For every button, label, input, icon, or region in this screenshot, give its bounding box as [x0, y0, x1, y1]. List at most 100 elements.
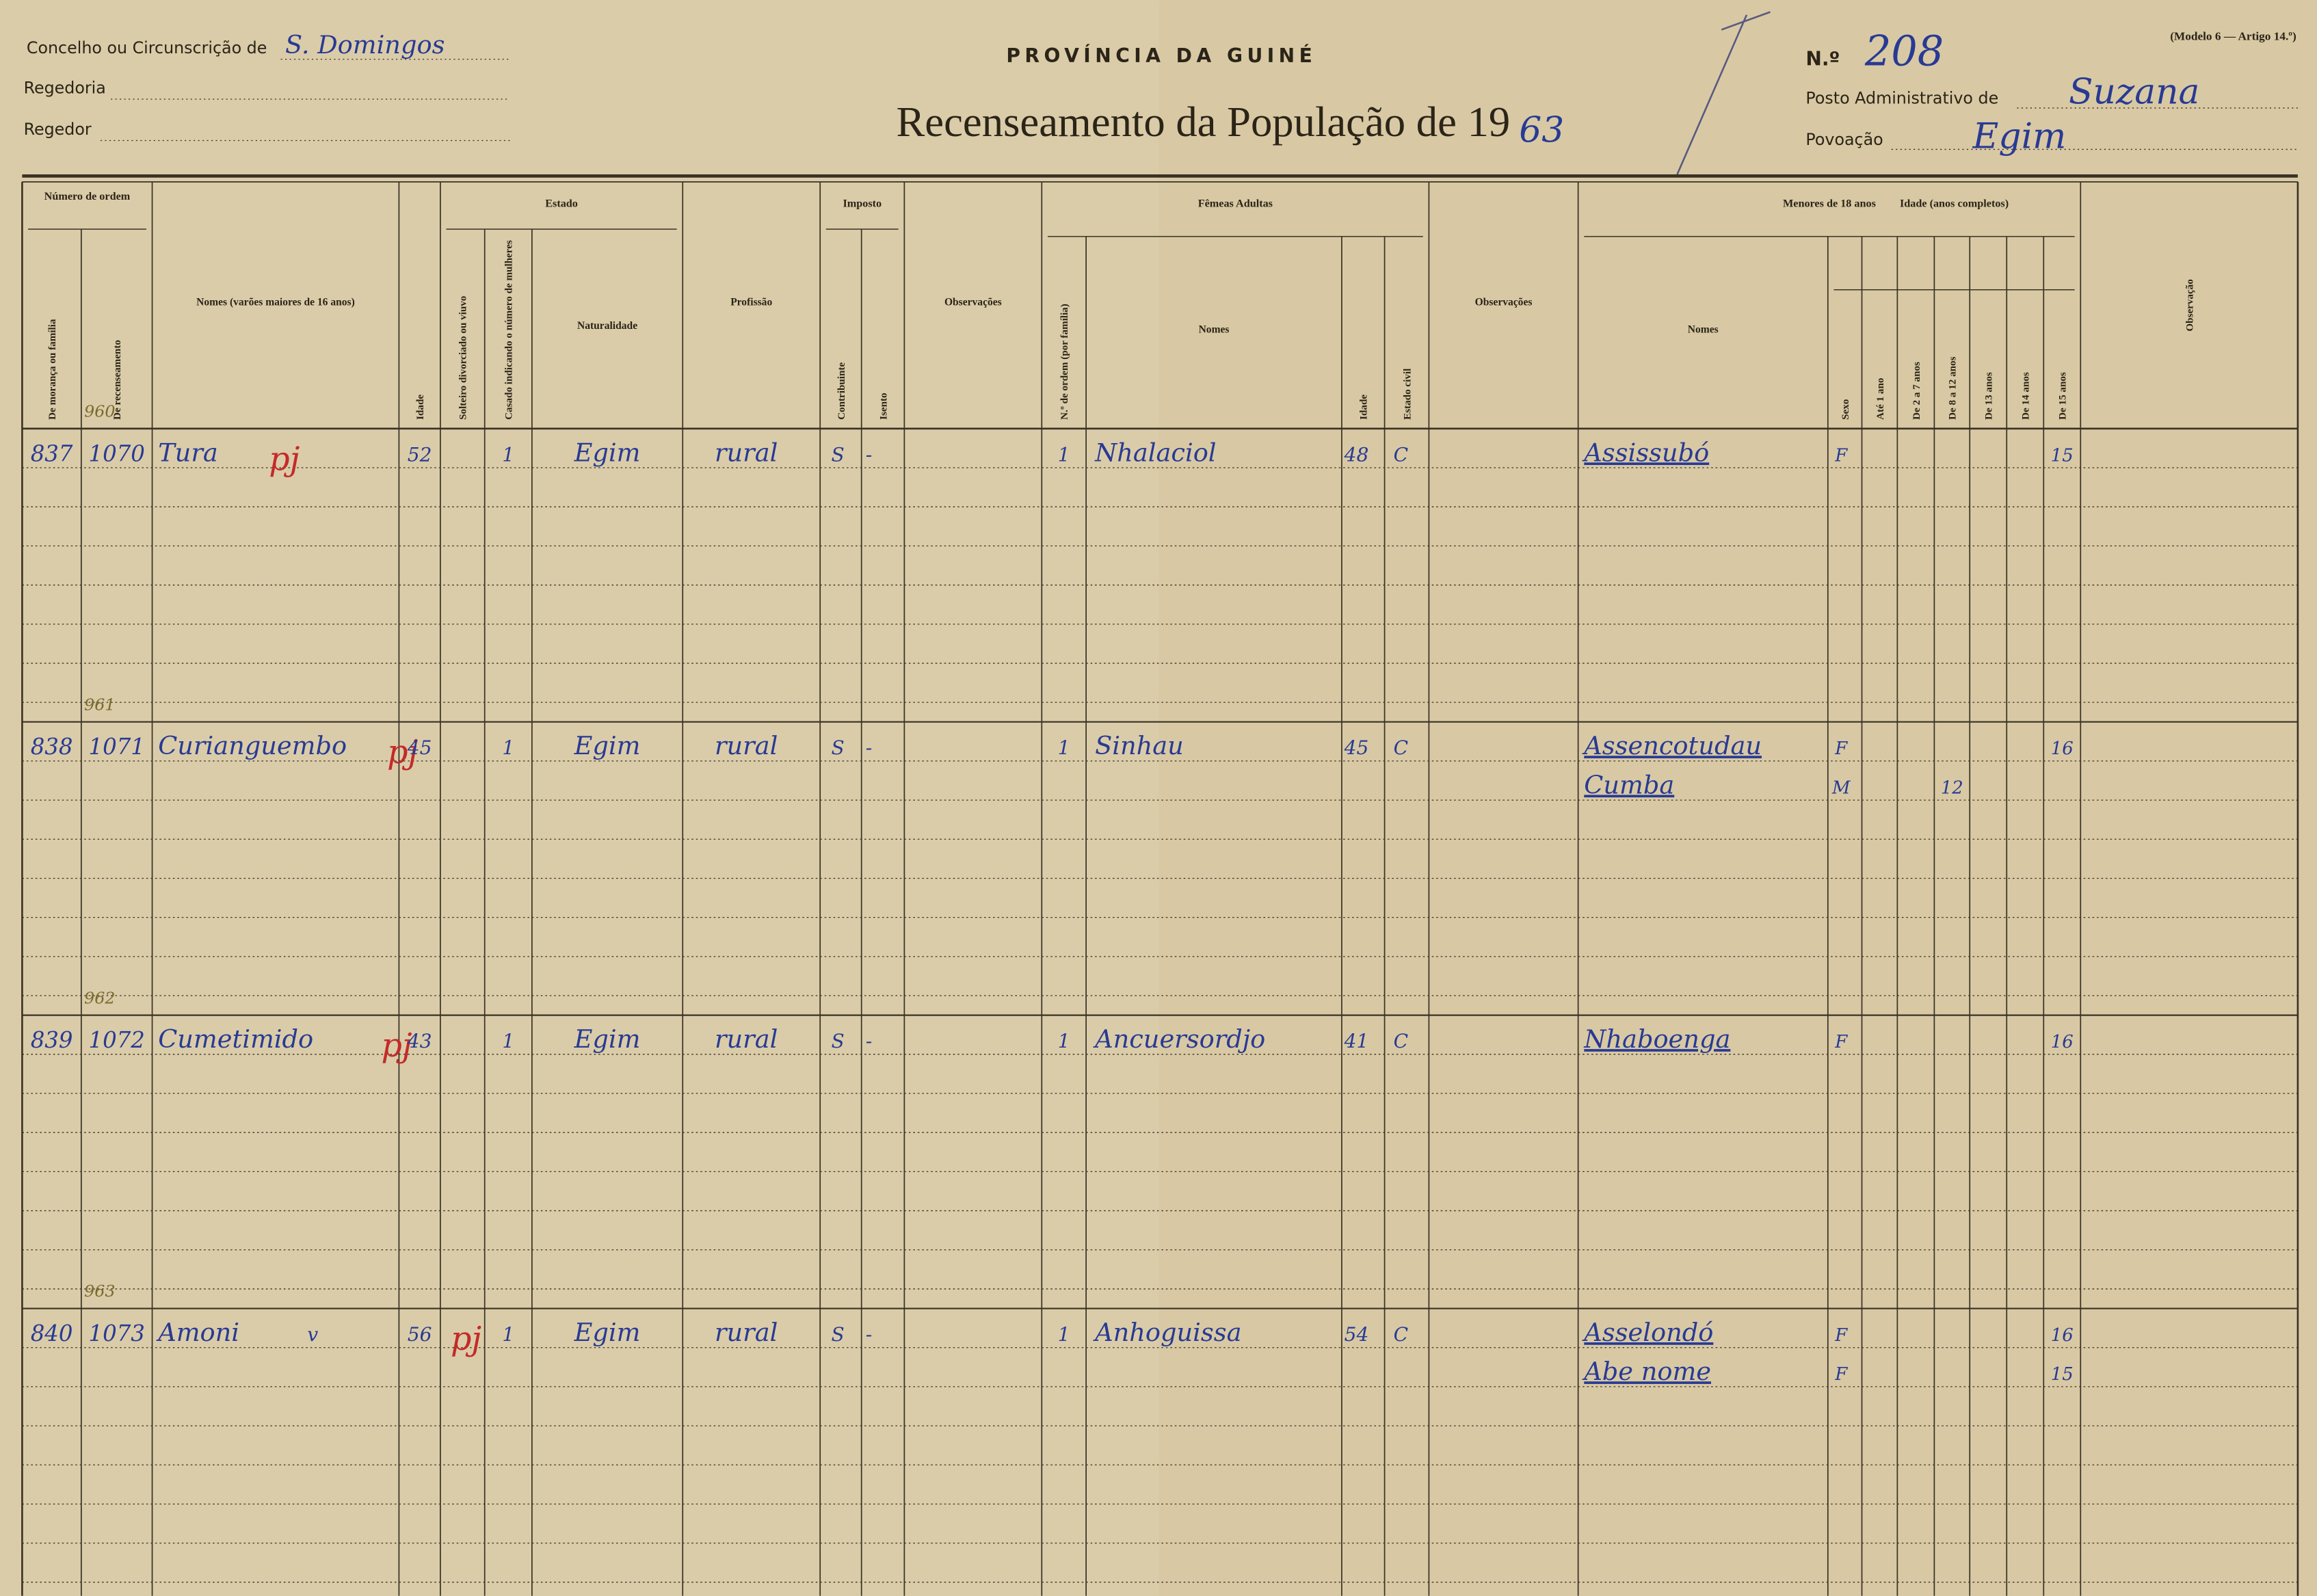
- female-order: 1: [1058, 736, 1070, 759]
- male-age: 52: [408, 443, 432, 466]
- female-name: Anhoguissa: [1093, 1318, 1241, 1347]
- male-age: 43: [407, 1030, 432, 1052]
- male-name: Curianguembo: [158, 731, 347, 760]
- column-header: Naturalidade: [577, 320, 637, 332]
- group-header: Estado: [545, 198, 578, 210]
- paper-left: [0, 0, 1158, 1596]
- female-name: Nhalaciol: [1094, 438, 1216, 467]
- minor-sex: F: [1834, 1032, 1848, 1052]
- exempt: -: [866, 1030, 872, 1052]
- column-header: Nomes: [1199, 323, 1230, 335]
- minor-sex: F: [1834, 445, 1848, 466]
- group-header: Número de ordem: [44, 190, 131, 202]
- posto: Suzana: [2069, 71, 2199, 112]
- female-name: Ancuersordjo: [1093, 1024, 1265, 1054]
- regedor-label: Regedor: [24, 120, 92, 139]
- taxpayer: S: [831, 736, 844, 759]
- profession: rural: [715, 1318, 778, 1347]
- minor-name: Assencotudau: [1582, 731, 1762, 760]
- column-header: Contribuinte: [836, 362, 847, 420]
- civil-status: C: [1394, 1030, 1408, 1052]
- male-name: Amoni: [156, 1318, 239, 1347]
- moranca-number: 839: [31, 1027, 73, 1053]
- check-mark: v: [307, 1323, 318, 1346]
- posto-label: Posto Administrativo de: [1805, 88, 1998, 107]
- minor-name: Cumba: [1584, 770, 1674, 799]
- profession: rural: [715, 438, 778, 467]
- pen-stroke: [1676, 11, 1771, 175]
- minor-name: Assissubó: [1582, 438, 1709, 467]
- minor-name: Nhaboenga: [1583, 1024, 1730, 1054]
- moranca-number: 840: [31, 1320, 73, 1346]
- minor-sex: F: [1834, 1364, 1848, 1385]
- province: PROVÍNCIA DA GUINÉ: [1006, 44, 1316, 67]
- minor-age: 15: [2051, 445, 2074, 466]
- taxpayer: S: [831, 1323, 844, 1346]
- column-header: Sexo: [1840, 399, 1851, 420]
- female-age: 54: [1345, 1323, 1369, 1346]
- taxpayer: S: [831, 1030, 844, 1052]
- column-header: Solteiro divorciado ou viuvo: [458, 296, 469, 420]
- married-count: 1: [502, 443, 514, 466]
- year-suffix: 63: [1519, 110, 1564, 151]
- civil-status: C: [1394, 1323, 1408, 1346]
- married-count: 1: [502, 1030, 514, 1052]
- minor-sex: F: [1834, 739, 1848, 759]
- minor-name: Asselondó: [1582, 1318, 1713, 1347]
- taxpayer: S: [831, 443, 844, 466]
- male-name: Cumetimido: [158, 1024, 313, 1054]
- column-header: Observação: [2185, 279, 2196, 331]
- column-header: Profissão: [730, 296, 772, 308]
- column-header: Estado civil: [1402, 369, 1413, 420]
- povoacao-label: Povoação: [1805, 130, 1883, 149]
- birthplace: Egim: [574, 731, 641, 760]
- female-age: 41: [1344, 1030, 1369, 1052]
- group-header: Fêmeas Adultas: [1198, 198, 1273, 210]
- minor-age: 15: [2051, 1364, 2074, 1385]
- column-header: Observações: [1475, 296, 1533, 308]
- annotation: 962: [84, 988, 115, 1007]
- annotation: 961: [84, 695, 115, 714]
- civil-status: C: [1394, 736, 1408, 759]
- married-count: 1: [502, 736, 514, 759]
- minor-sex: M: [1831, 777, 1851, 798]
- column-header: De morança ou família: [47, 319, 58, 420]
- male-age: 45: [407, 736, 432, 759]
- female-order: 1: [1058, 1030, 1070, 1052]
- profession: rural: [715, 1024, 778, 1054]
- male-age: 56: [408, 1323, 432, 1346]
- census-number: 1073: [88, 1320, 144, 1346]
- exempt: -: [866, 443, 872, 466]
- red-mark: pj: [451, 1320, 481, 1358]
- minor-age: 16: [2051, 1325, 2074, 1346]
- column-header: De recenseamento: [112, 340, 123, 420]
- married-count: 1: [502, 1323, 514, 1346]
- title: Recenseamento da População de 19: [897, 98, 1511, 146]
- model: (Modelo 6 — Artigo 14.º): [2170, 30, 2296, 43]
- birthplace: Egim: [574, 1318, 641, 1347]
- column-header: De 8 a 12 anos: [1948, 356, 1959, 419]
- column-header: De 2 a 7 anos: [1911, 362, 1922, 420]
- female-name: Sinhau: [1095, 731, 1184, 760]
- census-number: 1071: [88, 734, 144, 760]
- column-header: De 14 anos: [2021, 372, 2032, 420]
- column-header: Idade: [1359, 395, 1370, 420]
- column-header: Observações: [944, 296, 1002, 308]
- census-number: 1070: [88, 440, 144, 466]
- exempt: -: [866, 1323, 872, 1346]
- group-header: Idade (anos completos): [1900, 198, 2009, 210]
- number-label: N.º: [1805, 47, 1840, 70]
- minor-age: 12: [1941, 777, 1963, 798]
- group-header: Imposto: [843, 198, 882, 210]
- male-name: Tura: [158, 438, 218, 467]
- red-mark: pj: [269, 440, 300, 478]
- minor-name: Abe nome: [1582, 1357, 1711, 1386]
- exempt: -: [866, 736, 872, 759]
- birthplace: Egim: [574, 438, 641, 467]
- profession: rural: [715, 731, 778, 760]
- moranca-number: 838: [31, 734, 73, 760]
- column-header: N.º de ordem (por família): [1059, 304, 1070, 420]
- red-mark: pj: [381, 1027, 412, 1065]
